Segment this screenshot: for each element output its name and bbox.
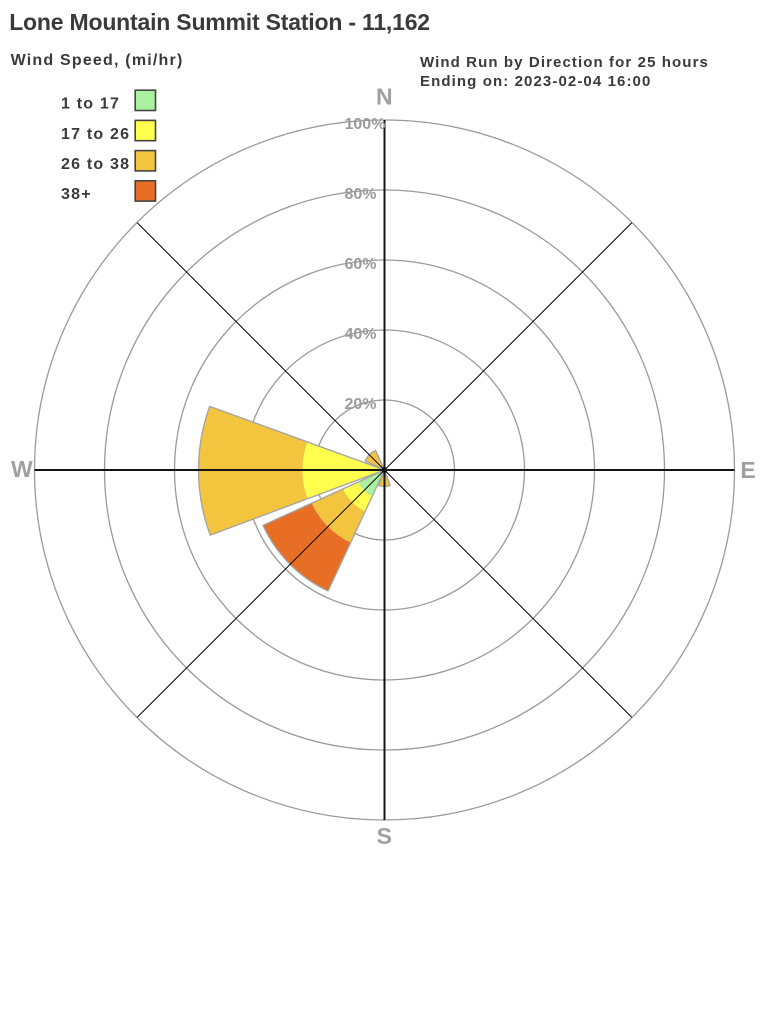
svg-text:S: S: [377, 823, 392, 849]
svg-text:E: E: [740, 457, 755, 483]
svg-text:100%: 100%: [345, 116, 386, 133]
svg-text:80%: 80%: [345, 186, 377, 203]
svg-text:20%: 20%: [345, 396, 377, 413]
svg-text:Ending on: 2023-02-04 16:00: Ending on: 2023-02-04 16:00: [420, 73, 651, 90]
svg-text:Wind Speed, (mi/hr): Wind Speed, (mi/hr): [11, 52, 184, 69]
svg-text:17 to 26: 17 to 26: [61, 126, 130, 143]
svg-text:40%: 40%: [345, 326, 377, 343]
svg-text:1 to 17: 1 to 17: [61, 96, 120, 113]
svg-text:Lone Mountain Summit Station -: Lone Mountain Summit Station - 11,162: [9, 9, 430, 35]
svg-text:Wind Run by Direction for 25 h: Wind Run by Direction for 25 hours: [420, 54, 709, 71]
svg-text:N: N: [376, 83, 393, 109]
svg-text:W: W: [11, 456, 33, 482]
svg-text:38+: 38+: [61, 186, 92, 203]
svg-text:60%: 60%: [345, 256, 377, 273]
svg-text:26 to 38: 26 to 38: [61, 156, 130, 173]
